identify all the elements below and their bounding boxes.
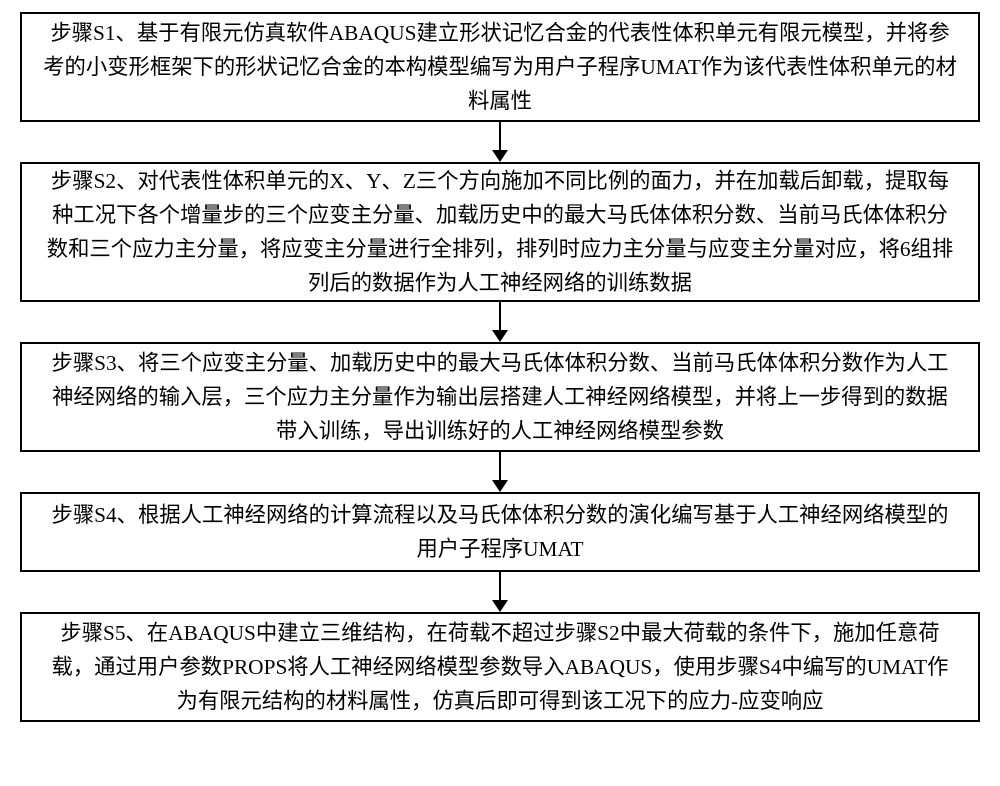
arrow-down-icon — [490, 452, 510, 492]
step-box-s4: 步骤S4、根据人工神经网络的计算流程以及马氏体体积分数的演化编写基于人工神经网络… — [20, 492, 980, 572]
step-box-s5: 步骤S5、在ABAQUS中建立三维结构，在荷载不超过步骤S2中最大荷载的条件下，… — [20, 612, 980, 722]
step-text: 步骤S3、将三个应变主分量、加载历史中的最大马氏体体积分数、当前马氏体体积分数作… — [42, 346, 958, 448]
flowchart-container: 步骤S1、基于有限元仿真软件ABAQUS建立形状记忆合金的代表性体积单元有限元模… — [20, 12, 980, 722]
step-text: 步骤S4、根据人工神经网络的计算流程以及马氏体体积分数的演化编写基于人工神经网络… — [42, 498, 958, 566]
arrow-down-icon — [490, 572, 510, 612]
arrow-down-icon — [490, 302, 510, 342]
step-text: 步骤S5、在ABAQUS中建立三维结构，在荷载不超过步骤S2中最大荷载的条件下，… — [42, 616, 958, 718]
step-box-s1: 步骤S1、基于有限元仿真软件ABAQUS建立形状记忆合金的代表性体积单元有限元模… — [20, 12, 980, 122]
step-text: 步骤S2、对代表性体积单元的X、Y、Z三个方向施加不同比例的面力，并在加载后卸载… — [42, 164, 958, 301]
arrow-down-icon — [490, 122, 510, 162]
step-box-s3: 步骤S3、将三个应变主分量、加载历史中的最大马氏体体积分数、当前马氏体体积分数作… — [20, 342, 980, 452]
step-text: 步骤S1、基于有限元仿真软件ABAQUS建立形状记忆合金的代表性体积单元有限元模… — [42, 16, 958, 118]
step-box-s2: 步骤S2、对代表性体积单元的X、Y、Z三个方向施加不同比例的面力，并在加载后卸载… — [20, 162, 980, 302]
